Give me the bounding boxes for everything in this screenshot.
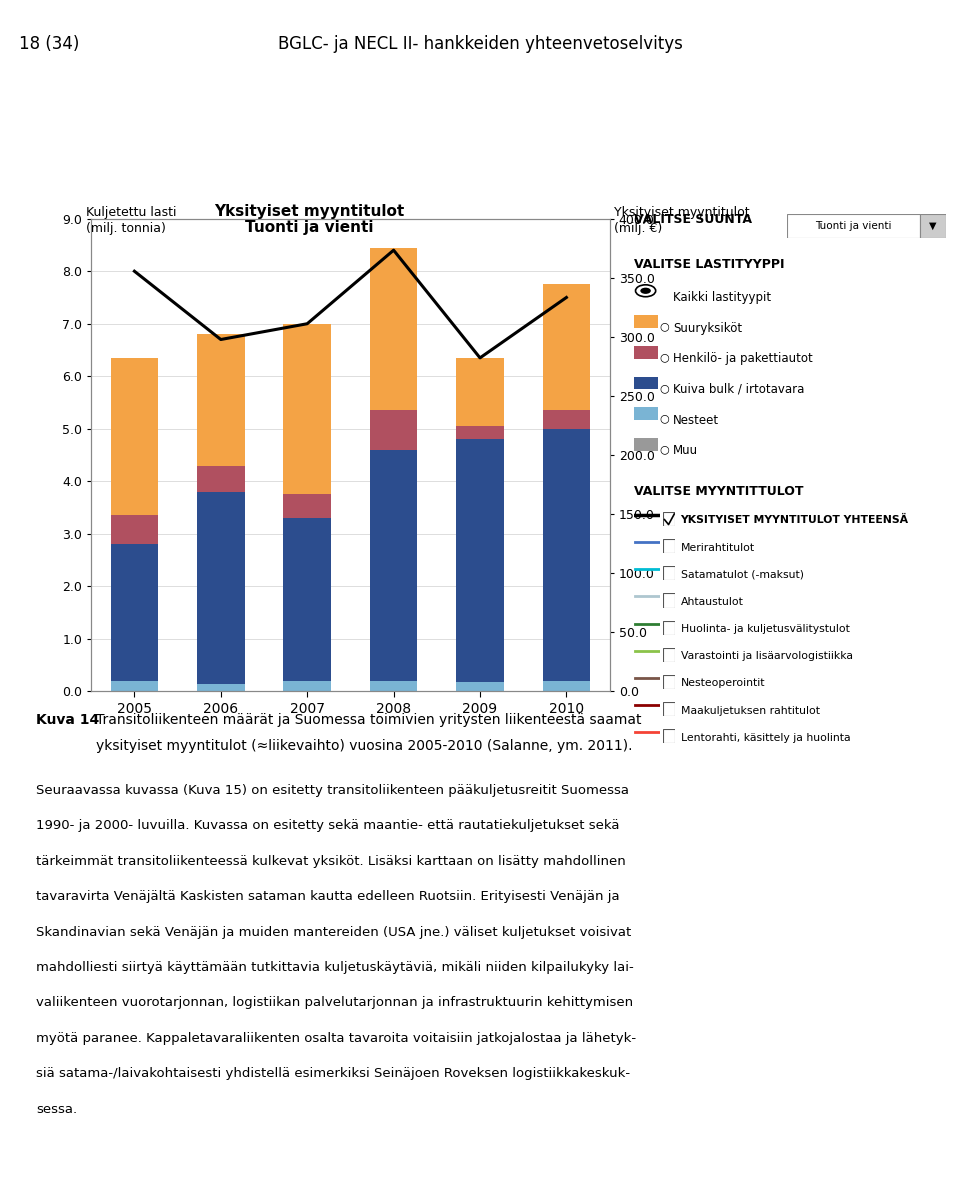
Circle shape bbox=[640, 287, 651, 294]
Bar bbox=[456, 440, 504, 682]
Text: VALITSE LASTITYYPPI: VALITSE LASTITYYPPI bbox=[634, 258, 784, 271]
Text: ○: ○ bbox=[660, 414, 669, 423]
Bar bbox=[283, 518, 331, 681]
Text: Yksityiset myyntitulot: Yksityiset myyntitulot bbox=[614, 206, 750, 219]
Text: (milj. €): (milj. €) bbox=[614, 222, 662, 235]
Bar bbox=[110, 358, 158, 515]
Text: yksityiset myyntitulot (≈liikevaihto) vuosina 2005-2010 (Salanne, ym. 2011).: yksityiset myyntitulot (≈liikevaihto) vu… bbox=[96, 739, 633, 753]
Text: Tuonti ja vienti: Tuonti ja vienti bbox=[245, 220, 373, 235]
Bar bbox=[110, 545, 158, 681]
Text: Muu: Muu bbox=[673, 444, 698, 457]
Bar bbox=[542, 429, 590, 681]
Bar bbox=[921, 214, 946, 238]
Text: ○: ○ bbox=[660, 352, 669, 362]
Text: Skandinavian sekä Venäjän ja muiden mantereiden (USA jne.) väliset kuljetukset v: Skandinavian sekä Venäjän ja muiden mant… bbox=[36, 926, 632, 939]
Text: Yksityiset myyntitulot: Yksityiset myyntitulot bbox=[214, 203, 404, 219]
Text: tärkeimmät transitoliikenteessä kulkevat yksiköt. Lisäksi karttaan on lisätty ma: tärkeimmät transitoliikenteessä kulkevat… bbox=[36, 855, 626, 868]
Text: Kuva 14: Kuva 14 bbox=[36, 713, 100, 727]
Text: Suuryksiköt: Suuryksiköt bbox=[673, 322, 742, 335]
Bar bbox=[197, 466, 245, 492]
Text: myötä paranee. Kappaletavaraliikenten osalta tavaroita voitaisiin jatkojalostaa : myötä paranee. Kappaletavaraliikenten os… bbox=[36, 1032, 636, 1045]
Text: 18 (34): 18 (34) bbox=[19, 35, 80, 53]
Text: tavaravirta Venäjältä Kaskisten sataman kautta edelleen Ruotsiin. Erityisesti Ve: tavaravirta Venäjältä Kaskisten sataman … bbox=[36, 890, 620, 903]
Text: Nesteet: Nesteet bbox=[673, 414, 719, 427]
Bar bbox=[542, 681, 590, 691]
Text: Nesteoperointit: Nesteoperointit bbox=[681, 678, 765, 688]
Text: Tuonti ja vienti: Tuonti ja vienti bbox=[815, 221, 892, 230]
Text: mahdolliesti siirtyä käyttämään tutkittavia kuljetuskäytäviä, mikäli niiden kilp: mahdolliesti siirtyä käyttämään tutkitta… bbox=[36, 961, 635, 974]
Text: Ahtaustulot: Ahtaustulot bbox=[681, 597, 743, 606]
Text: siä satama-/laivakohtaisesti yhdistellä esimerkiksi Seinäjoen Roveksen logistiik: siä satama-/laivakohtaisesti yhdistellä … bbox=[36, 1067, 631, 1080]
Text: ○: ○ bbox=[660, 383, 669, 392]
Bar bbox=[370, 681, 418, 691]
Text: ○: ○ bbox=[660, 322, 669, 331]
Text: Merirahtitulot: Merirahtitulot bbox=[681, 543, 755, 552]
Text: YKSITYISET MYYNTITULOT YHTEENSÄ: YKSITYISET MYYNTITULOT YHTEENSÄ bbox=[681, 515, 909, 526]
Text: valiikenteen vuorotarjonnan, logistiikan palvelutarjonnan ja infrastruktuurin ke: valiikenteen vuorotarjonnan, logistiikan… bbox=[36, 996, 634, 1009]
Text: Varastointi ja lisäarvologistiikka: Varastointi ja lisäarvologistiikka bbox=[681, 651, 852, 661]
Text: Kuljetettu lasti: Kuljetettu lasti bbox=[86, 206, 177, 219]
Bar bbox=[370, 410, 418, 450]
Bar bbox=[787, 214, 921, 238]
Bar bbox=[197, 683, 245, 691]
Bar bbox=[542, 285, 590, 410]
Bar bbox=[542, 410, 590, 429]
Text: ▼: ▼ bbox=[929, 221, 937, 230]
Bar bbox=[456, 358, 504, 427]
Bar bbox=[456, 682, 504, 691]
Bar bbox=[456, 427, 504, 440]
Text: Henkilö- ja pakettiautot: Henkilö- ja pakettiautot bbox=[673, 352, 813, 365]
Text: VALITSE SUUNTA: VALITSE SUUNTA bbox=[634, 213, 752, 226]
Text: Satamatulot (-maksut): Satamatulot (-maksut) bbox=[681, 570, 804, 579]
Bar bbox=[370, 450, 418, 681]
Text: sessa.: sessa. bbox=[36, 1103, 78, 1116]
Bar bbox=[197, 335, 245, 466]
Bar bbox=[110, 515, 158, 545]
Bar bbox=[110, 681, 158, 691]
Text: VALITSE MYYNTITTULOT: VALITSE MYYNTITTULOT bbox=[634, 485, 804, 498]
Text: Seuraavassa kuvassa (Kuva 15) on esitetty transitoliikenteen pääkuljetusreitit S: Seuraavassa kuvassa (Kuva 15) on esitett… bbox=[36, 784, 630, 797]
Text: Maakuljetuksen rahtitulot: Maakuljetuksen rahtitulot bbox=[681, 706, 820, 715]
Text: (milj. tonnia): (milj. tonnia) bbox=[86, 222, 166, 235]
Text: Transitoliikenteen määrät ja Suomessa toimivien yritysten liikenteestä saamat: Transitoliikenteen määrät ja Suomessa to… bbox=[96, 713, 641, 727]
Text: Kuiva bulk / irtotavara: Kuiva bulk / irtotavara bbox=[673, 383, 804, 396]
Text: Kaikki lastityypit: Kaikki lastityypit bbox=[673, 291, 771, 304]
Bar bbox=[370, 247, 418, 410]
Text: ○: ○ bbox=[660, 444, 669, 454]
Text: 1990- ja 2000- luvuilla. Kuvassa on esitetty sekä maantie- että rautatiekuljetuk: 1990- ja 2000- luvuilla. Kuvassa on esit… bbox=[36, 819, 620, 832]
Bar bbox=[283, 324, 331, 494]
Bar bbox=[197, 492, 245, 683]
Bar bbox=[283, 681, 331, 691]
Text: BGLC- ja NECL II- hankkeiden yhteenvetoselvitys: BGLC- ja NECL II- hankkeiden yhteenvetos… bbox=[277, 35, 683, 53]
Text: Huolinta- ja kuljetusvälitystulot: Huolinta- ja kuljetusvälitystulot bbox=[681, 624, 850, 634]
Bar bbox=[283, 494, 331, 518]
Text: Lentorahti, käsittely ja huolinta: Lentorahti, käsittely ja huolinta bbox=[681, 733, 851, 742]
